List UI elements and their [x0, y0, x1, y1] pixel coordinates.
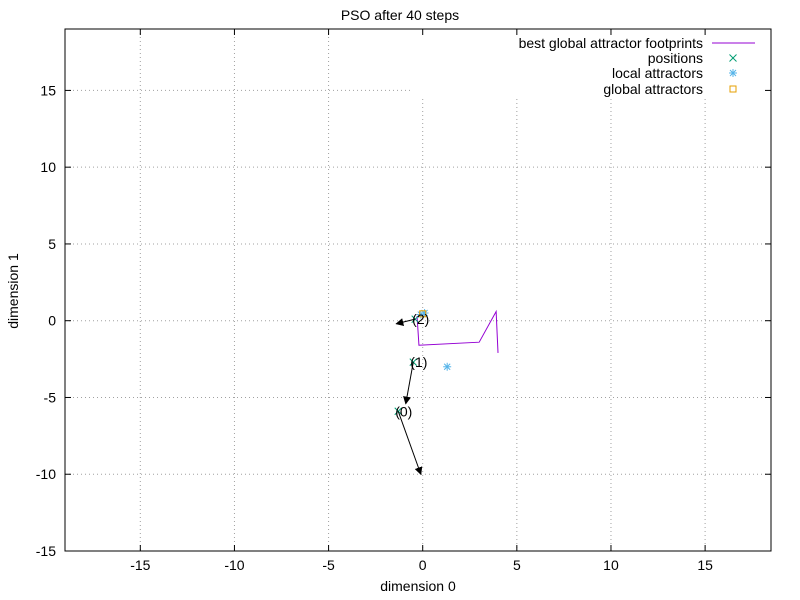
legend-entry-label: global attractors: [603, 81, 703, 97]
y-tick-label: 0: [48, 313, 56, 329]
velocity-arrow: [397, 411, 423, 476]
velocity-arrow: [403, 362, 414, 405]
y-tick-label: 10: [40, 159, 56, 175]
global-attractors-point: [419, 310, 427, 318]
legend-entry-label: best global attractor footprints: [519, 35, 703, 51]
x-tick-label: 0: [419, 557, 427, 573]
y-tick-label: -5: [44, 389, 57, 405]
y-tick-label: -10: [36, 466, 56, 482]
x-tick-label: 5: [513, 557, 521, 573]
legend-marker-sample: [729, 54, 737, 62]
x-tick-label: 15: [697, 557, 713, 573]
marker-stroke: [729, 54, 737, 62]
local-attractors-point: [443, 362, 452, 371]
footprint-line: [416, 309, 499, 353]
x-tick-label: -10: [224, 557, 244, 573]
particle-label: (2): [412, 311, 429, 327]
x-tick-label: 10: [603, 557, 619, 573]
chart-title: PSO after 40 steps: [341, 7, 459, 23]
x-axis-label: dimension 0: [380, 578, 456, 594]
plot-border: [64, 28, 772, 552]
marker-stroke: [443, 363, 451, 371]
legend-marker-sample: [729, 69, 737, 77]
legend-entry-label: positions: [648, 50, 703, 66]
marker-stroke: [729, 69, 737, 77]
marker-stroke: [421, 309, 428, 317]
x-tick-label: -5: [322, 557, 335, 573]
y-axis-label: dimension 1: [5, 253, 21, 329]
particle-label: (1): [410, 354, 427, 370]
y-tick-label: 15: [40, 82, 56, 98]
legend-entry-label: local attractors: [612, 65, 703, 81]
y-tick-label: 5: [48, 236, 56, 252]
particle-label: (0): [395, 403, 412, 419]
x-tick-label: -15: [130, 557, 150, 573]
legend-marker-sample: [729, 85, 737, 93]
velocity-arrow: [395, 318, 416, 326]
y-tick-label: -15: [36, 543, 56, 559]
